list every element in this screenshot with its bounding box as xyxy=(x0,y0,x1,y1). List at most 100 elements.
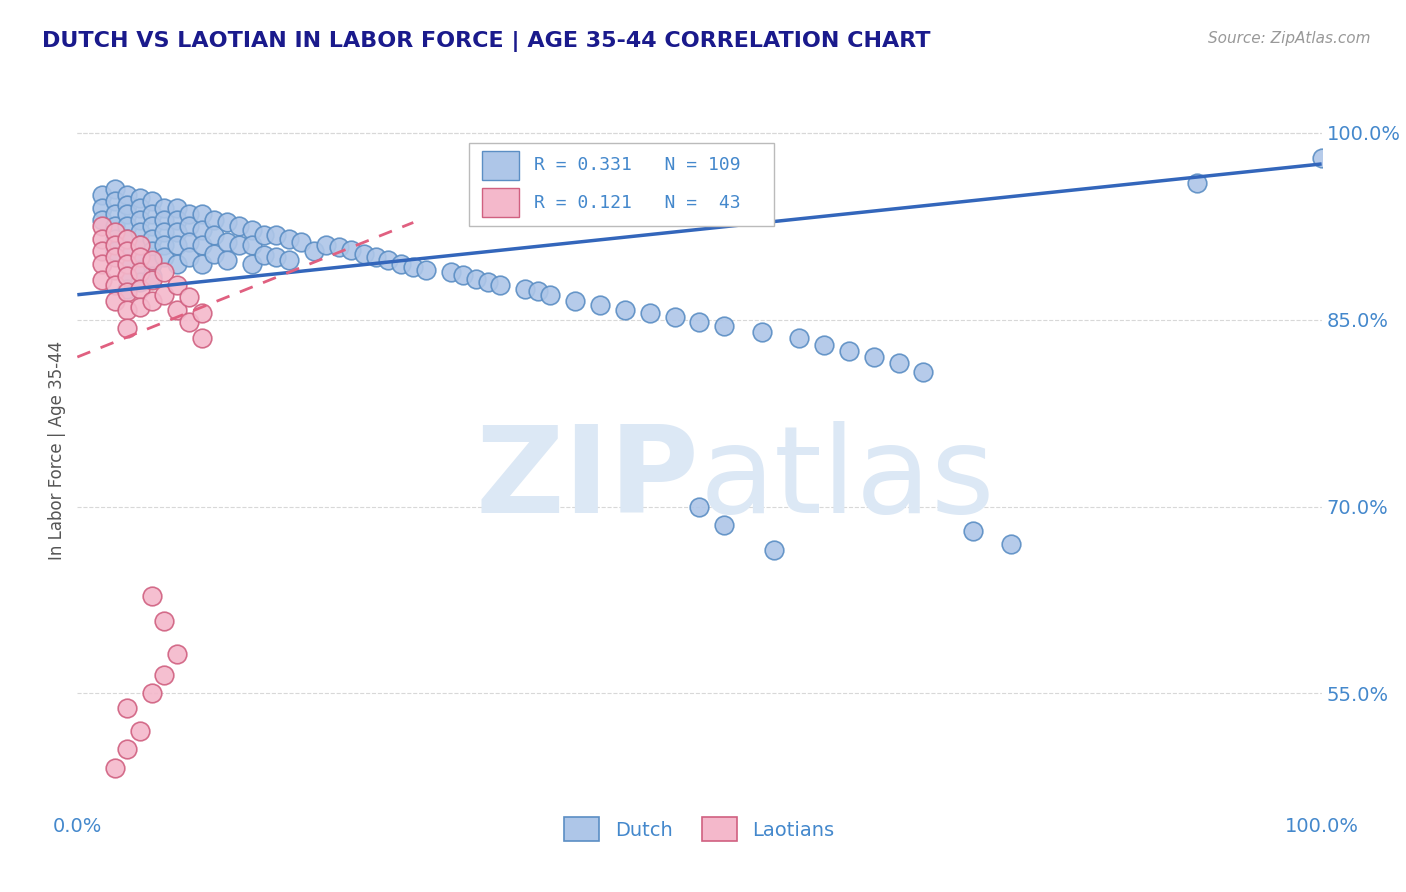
Point xyxy=(115,268,138,283)
Point xyxy=(166,277,188,292)
Point xyxy=(104,262,127,277)
Point xyxy=(838,343,860,358)
Point xyxy=(128,213,150,227)
Point xyxy=(191,331,214,345)
FancyBboxPatch shape xyxy=(482,151,519,179)
Point xyxy=(141,219,163,234)
FancyBboxPatch shape xyxy=(482,188,519,217)
Legend: Dutch, Laotians: Dutch, Laotians xyxy=(557,810,842,849)
Point xyxy=(115,207,138,221)
Point xyxy=(228,219,250,234)
Point xyxy=(141,244,163,259)
Point xyxy=(115,701,138,715)
Point xyxy=(104,207,127,221)
Point xyxy=(713,318,735,333)
Point xyxy=(266,251,288,265)
Point xyxy=(202,246,225,260)
Point xyxy=(215,235,238,250)
Point xyxy=(402,260,425,275)
Point xyxy=(266,227,288,242)
Point xyxy=(115,302,138,317)
Point xyxy=(202,213,225,227)
Point xyxy=(141,194,163,209)
Point xyxy=(302,244,325,259)
Point xyxy=(153,201,176,215)
Text: R = 0.121   N =  43: R = 0.121 N = 43 xyxy=(534,194,741,211)
Point xyxy=(862,350,884,364)
Point xyxy=(153,667,176,681)
Point xyxy=(115,188,138,202)
Point xyxy=(128,723,150,738)
FancyBboxPatch shape xyxy=(470,144,775,227)
Point xyxy=(115,268,138,283)
Point xyxy=(141,589,163,603)
Text: R = 0.331   N = 109: R = 0.331 N = 109 xyxy=(534,156,741,174)
Point xyxy=(179,251,201,265)
Point xyxy=(166,201,188,215)
Point xyxy=(526,284,548,298)
Point xyxy=(128,281,150,295)
Point xyxy=(115,321,138,335)
Point xyxy=(141,686,163,700)
Point xyxy=(240,257,263,271)
Point xyxy=(153,213,176,227)
Point xyxy=(564,293,586,308)
Point xyxy=(115,232,138,246)
Point xyxy=(104,277,127,292)
Point xyxy=(91,232,114,246)
Point xyxy=(115,742,138,756)
Point xyxy=(153,614,176,628)
Point xyxy=(115,232,138,246)
Point xyxy=(104,194,127,209)
Point xyxy=(451,268,474,282)
Point xyxy=(689,315,711,329)
Point xyxy=(128,251,150,265)
Point xyxy=(191,207,214,221)
Point xyxy=(153,226,176,240)
Point xyxy=(179,207,201,221)
Point xyxy=(191,223,214,237)
Point xyxy=(240,223,263,237)
Point xyxy=(104,251,127,265)
Point xyxy=(415,262,437,277)
Point xyxy=(228,238,250,252)
Point xyxy=(215,252,238,267)
Point xyxy=(115,281,138,295)
Point xyxy=(104,226,127,240)
Point xyxy=(1000,537,1022,551)
Point xyxy=(115,257,138,271)
Point xyxy=(141,232,163,246)
Point xyxy=(104,244,127,259)
Point xyxy=(128,201,150,215)
Point xyxy=(340,243,363,257)
Point xyxy=(638,306,661,320)
Point xyxy=(538,287,561,301)
Point xyxy=(389,257,412,271)
Point xyxy=(439,265,461,279)
Point xyxy=(912,365,935,379)
Point xyxy=(589,298,612,312)
Point xyxy=(253,227,276,242)
Point xyxy=(91,201,114,215)
Y-axis label: In Labor Force | Age 35-44: In Labor Force | Age 35-44 xyxy=(48,341,66,560)
Point xyxy=(141,207,163,221)
Point xyxy=(202,227,225,242)
Point xyxy=(377,252,399,267)
Point xyxy=(128,226,150,240)
Point xyxy=(115,219,138,234)
Point xyxy=(489,277,512,292)
Point xyxy=(1310,151,1333,165)
Point xyxy=(141,273,163,287)
Point xyxy=(515,281,537,295)
Point xyxy=(141,268,163,283)
Point xyxy=(153,238,176,252)
Point xyxy=(153,251,176,265)
Point xyxy=(166,257,188,271)
Point xyxy=(128,238,150,252)
Point xyxy=(128,238,150,252)
Point xyxy=(115,198,138,212)
Point xyxy=(128,251,150,265)
Point xyxy=(191,238,214,252)
Point xyxy=(179,219,201,234)
Point xyxy=(104,238,127,252)
